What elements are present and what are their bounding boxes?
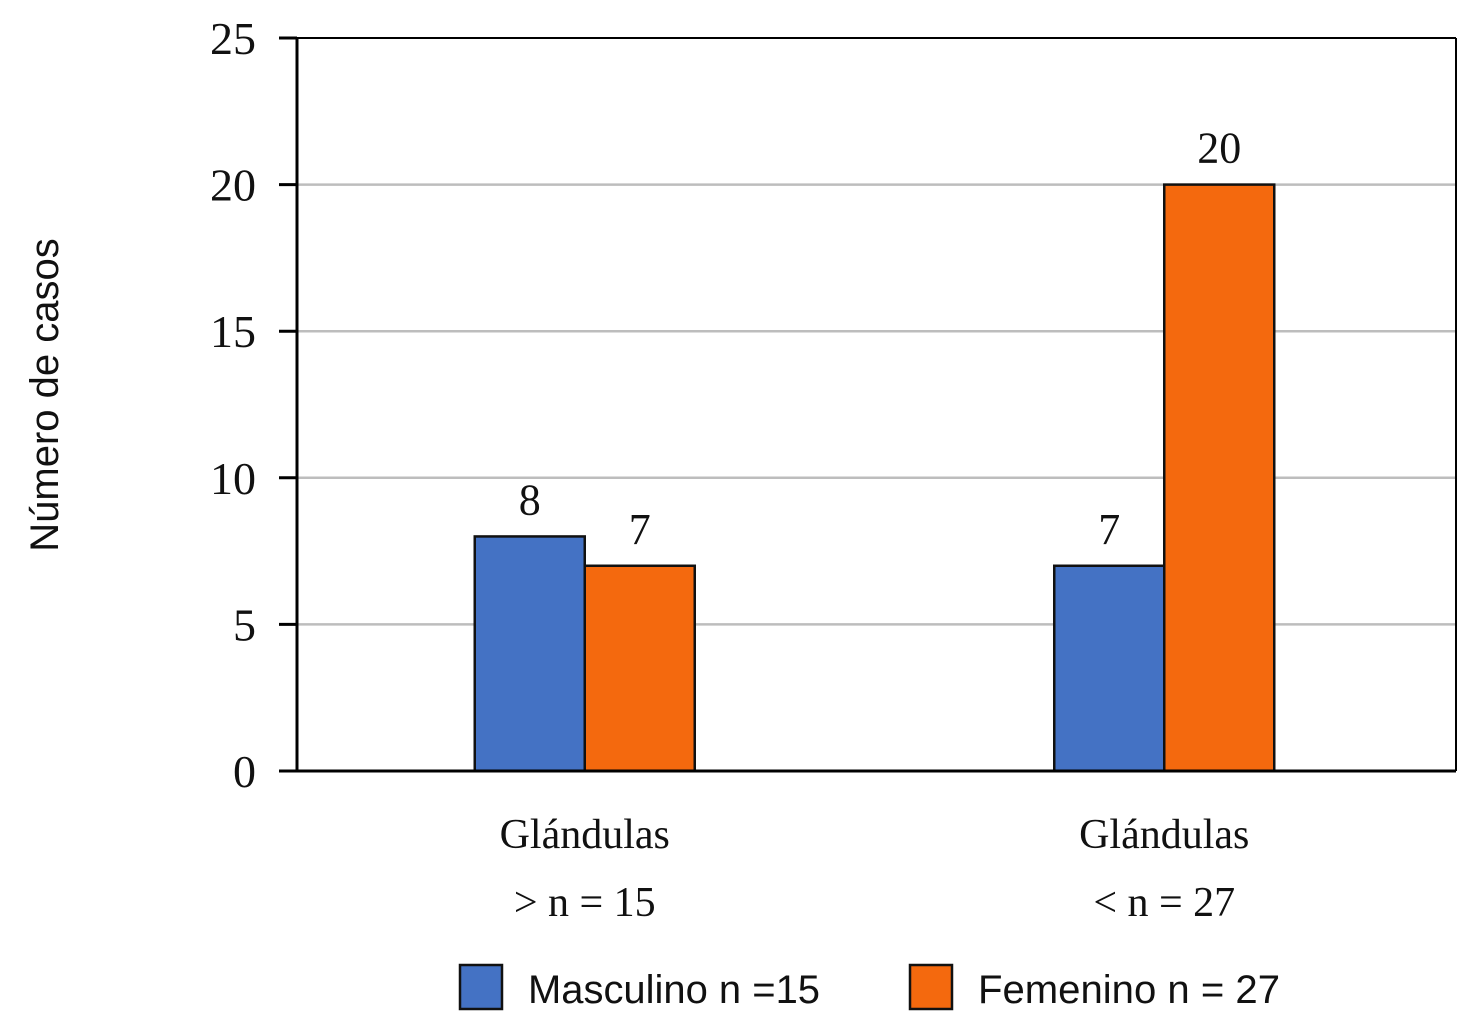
x-tick-label: Glándulas bbox=[500, 812, 670, 858]
data-labels: 8 7 7 20 bbox=[519, 124, 1242, 554]
legend-swatch-masculino bbox=[458, 963, 504, 1011]
y-tick-label: 5 bbox=[233, 599, 256, 650]
bar-femenino bbox=[583, 564, 696, 773]
bar-masculino bbox=[473, 535, 586, 773]
x-axis-labels: Glándulas > n = 15 Glándulas < n = 27 bbox=[500, 812, 1250, 926]
data-label: 7 bbox=[1098, 505, 1120, 554]
data-label: 7 bbox=[629, 505, 651, 554]
y-tick-label: 25 bbox=[210, 13, 256, 64]
x-tick-label-sub: > n = 15 bbox=[514, 880, 656, 926]
y-axis-ticks: 0 5 10 15 20 25 bbox=[210, 13, 256, 797]
legend: Masculino n =15 Femenino n = 27 bbox=[458, 963, 1280, 1012]
bar-femenino bbox=[1163, 183, 1276, 773]
y-axis-title: Número de casos bbox=[23, 238, 67, 551]
data-label: 20 bbox=[1197, 124, 1241, 173]
y-tick-label: 15 bbox=[210, 306, 256, 357]
legend-label: Masculino n =15 bbox=[528, 968, 820, 1012]
data-label: 8 bbox=[519, 475, 541, 524]
x-tick-label-sub: < n = 27 bbox=[1093, 880, 1235, 926]
y-tick-label: 20 bbox=[210, 160, 256, 211]
bar-masculino bbox=[1053, 564, 1166, 773]
gridlines bbox=[297, 183, 1456, 626]
y-tick-label: 0 bbox=[233, 746, 256, 797]
legend-swatch-femenino bbox=[908, 963, 954, 1011]
y-tick-label: 10 bbox=[210, 453, 256, 504]
x-tick-label: Glándulas bbox=[1079, 812, 1249, 858]
axes bbox=[279, 36, 1457, 773]
legend-label: Femenino n = 27 bbox=[978, 968, 1280, 1012]
